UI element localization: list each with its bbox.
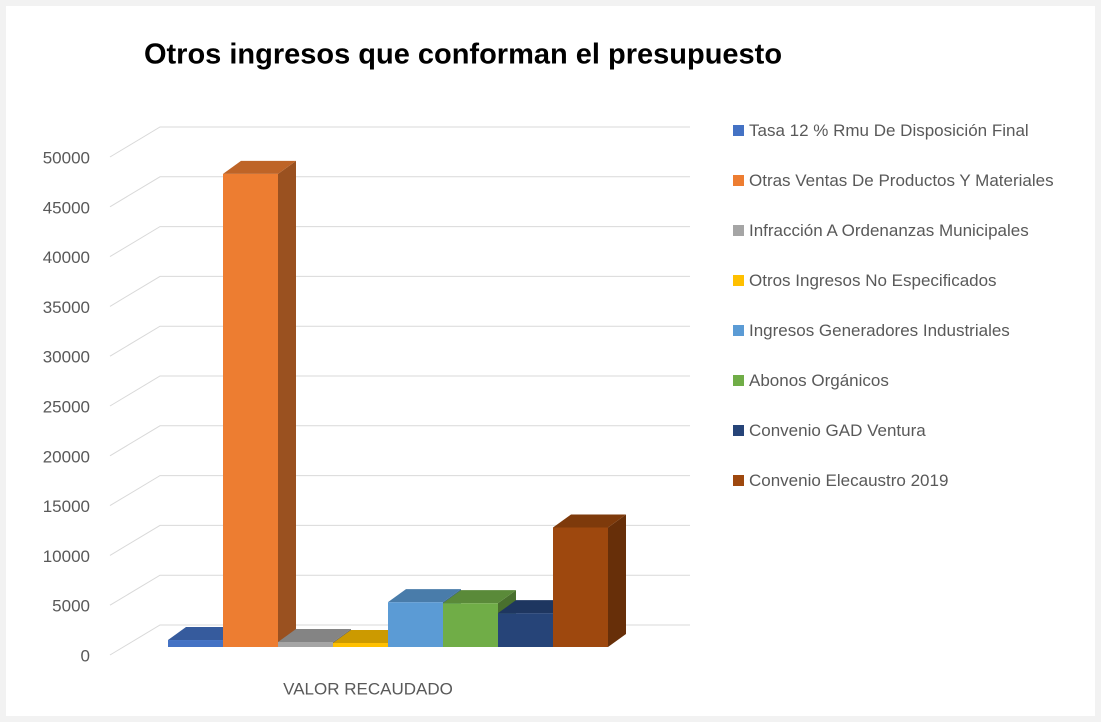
y-tick-label: 40000	[43, 248, 90, 267]
legend-item: Otras Ventas De Productos Y Materiales	[733, 168, 1093, 193]
grid-line	[109, 524, 690, 556]
bar-top	[443, 590, 516, 604]
y-tick-label: 20000	[43, 447, 90, 466]
grid-line	[109, 176, 690, 208]
legend-label: Abonos Orgánicos	[749, 371, 889, 390]
bar	[498, 613, 553, 647]
bar	[333, 643, 388, 647]
x-tick-label: VALOR RECAUDADO	[283, 679, 453, 698]
chart-frame	[6, 6, 1095, 716]
y-tick-label: 35000	[43, 298, 90, 317]
y-tick-label: 0	[81, 646, 90, 665]
legend-item: Infracción A Ordenanzas Municipales	[733, 218, 1093, 243]
bar	[553, 527, 608, 647]
legend-swatch	[733, 425, 744, 436]
grid-line	[109, 375, 690, 407]
y-tick-label: 10000	[43, 547, 90, 566]
grid-line	[109, 126, 690, 158]
legend-label: Tasa 12 % Rmu De Disposición Final	[749, 121, 1029, 140]
y-tick-label: 30000	[43, 348, 90, 367]
legend-swatch	[733, 375, 744, 386]
legend-swatch	[733, 475, 744, 486]
bar-top	[498, 600, 571, 614]
legend-swatch	[733, 225, 744, 236]
bar	[443, 603, 498, 647]
legend-label: Otros Ingresos No Especificados	[749, 271, 997, 290]
legend-label: Otras Ventas De Productos Y Materiales	[749, 171, 1054, 190]
legend-label: Infracción A Ordenanzas Municipales	[749, 221, 1029, 240]
legend-item: Otros Ingresos No Especificados	[733, 268, 1093, 293]
legend-item: Tasa 12 % Rmu De Disposición Final	[733, 118, 1093, 143]
legend-swatch	[733, 325, 744, 336]
y-tick-label: 15000	[43, 497, 90, 516]
grid-line	[109, 475, 690, 507]
legend-item: Ingresos Generadores Industriales	[733, 318, 1093, 343]
grid-line	[109, 275, 690, 307]
bar-top	[168, 627, 241, 641]
grid-line	[109, 574, 690, 606]
y-tick-label: 25000	[43, 397, 90, 416]
legend-swatch	[733, 275, 744, 286]
y-tick-label: 5000	[52, 597, 90, 616]
bar	[388, 602, 443, 647]
grid-line	[109, 425, 690, 457]
y-tick-label: 45000	[43, 198, 90, 217]
bar-side	[278, 160, 296, 647]
legend-swatch	[733, 125, 744, 136]
grid-line	[109, 226, 690, 258]
bar-top	[553, 514, 626, 528]
legend-label: Convenio Elecaustro 2019	[749, 471, 949, 490]
legend-label: Ingresos Generadores Industriales	[749, 321, 1010, 340]
bar-top	[223, 160, 296, 174]
legend-swatch	[733, 175, 744, 186]
legend-label: Convenio GAD Ventura	[749, 421, 926, 440]
chart-title: Otros ingresos que conforman el presupue…	[144, 39, 782, 71]
y-tick-label: 50000	[43, 148, 90, 167]
legend-item: Convenio GAD Ventura	[733, 418, 1093, 443]
bar	[168, 640, 223, 647]
bar	[223, 173, 278, 647]
legend-item: Abonos Orgánicos	[733, 368, 1093, 393]
legend-item: Convenio Elecaustro 2019	[733, 468, 1093, 493]
bar-top	[388, 589, 461, 603]
bar-top	[278, 629, 351, 643]
bar-side	[608, 514, 626, 647]
bar	[278, 642, 333, 647]
bar-top	[333, 630, 406, 644]
grid-line	[109, 325, 690, 357]
